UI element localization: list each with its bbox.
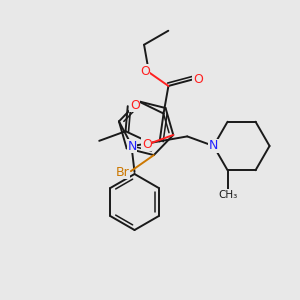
- Text: O: O: [193, 73, 203, 86]
- Text: O: O: [140, 65, 150, 78]
- Text: N: N: [209, 140, 218, 152]
- Text: CH₃: CH₃: [218, 190, 237, 200]
- Text: O: O: [130, 99, 140, 112]
- Text: Br: Br: [116, 166, 130, 179]
- Text: N: N: [128, 140, 137, 153]
- Text: O: O: [142, 138, 152, 151]
